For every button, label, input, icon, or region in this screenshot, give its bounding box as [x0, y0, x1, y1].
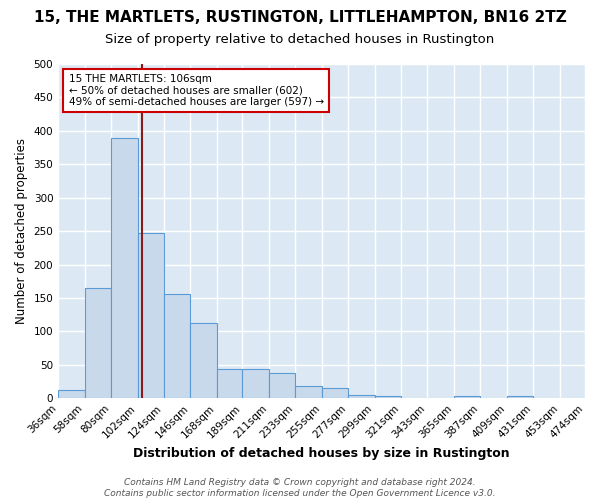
Bar	[58, 390, 85, 398]
Bar	[85, 288, 111, 399]
Bar	[111, 138, 137, 398]
Y-axis label: Number of detached properties: Number of detached properties	[15, 138, 28, 324]
Text: Contains HM Land Registry data © Crown copyright and database right 2024.
Contai: Contains HM Land Registry data © Crown c…	[104, 478, 496, 498]
X-axis label: Distribution of detached houses by size in Rustington: Distribution of detached houses by size …	[133, 447, 510, 460]
Bar	[217, 369, 242, 398]
Bar	[454, 396, 481, 398]
Text: 15 THE MARTLETS: 106sqm
← 50% of detached houses are smaller (602)
49% of semi-d: 15 THE MARTLETS: 106sqm ← 50% of detache…	[69, 74, 324, 107]
Bar	[295, 386, 322, 398]
Bar	[137, 233, 164, 398]
Text: 15, THE MARTLETS, RUSTINGTON, LITTLEHAMPTON, BN16 2TZ: 15, THE MARTLETS, RUSTINGTON, LITTLEHAMP…	[34, 10, 566, 25]
Bar	[164, 294, 190, 399]
Bar	[348, 395, 374, 398]
Text: Size of property relative to detached houses in Rustington: Size of property relative to detached ho…	[106, 32, 494, 46]
Bar	[374, 396, 401, 398]
Bar	[190, 323, 217, 398]
Bar	[242, 369, 269, 398]
Bar	[322, 388, 348, 398]
Bar	[507, 396, 533, 398]
Bar	[269, 373, 295, 398]
